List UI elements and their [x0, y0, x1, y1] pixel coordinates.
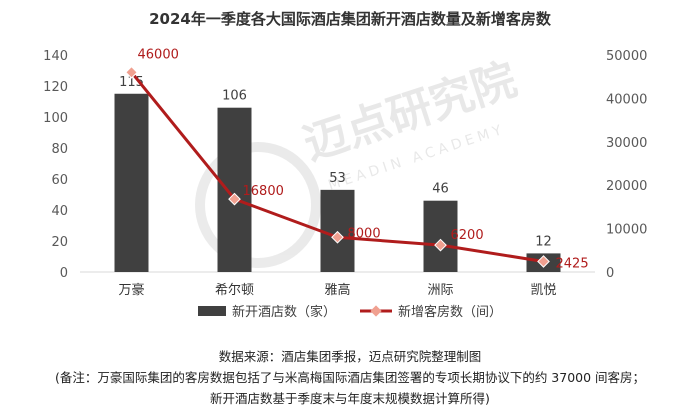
right-tick-label: 30000: [606, 136, 647, 151]
category-label: 洲际: [427, 283, 453, 298]
bar-value-label: 106: [222, 89, 247, 104]
legend-line-label: 新增客房数（间）: [398, 304, 502, 320]
watermark-logo: [195, 142, 321, 268]
right-tick-label: 20000: [606, 179, 647, 194]
left-tick-label: 60: [51, 173, 68, 188]
left-tick-label: 120: [43, 80, 68, 95]
left-tick-label: 100: [43, 111, 68, 126]
right-tick-label: 40000: [606, 92, 647, 107]
line-value-label: 8000: [348, 226, 381, 241]
right-tick-label: 50000: [606, 49, 647, 64]
remark-line-2: 新开酒店数基于季度末与年度末规模数据计算所得): [210, 391, 490, 406]
legend: 新开酒店数（家） 新增客房数（间）: [198, 304, 502, 320]
line-value-label: 46000: [138, 47, 179, 62]
line-value-label: 16800: [243, 184, 284, 199]
category-label: 雅高: [324, 282, 350, 298]
left-tick-label: 0: [60, 266, 68, 281]
left-axis: 0 20 40 60 80 100 120 140: [43, 49, 68, 281]
left-tick-label: 20: [51, 235, 68, 250]
category-label: 希尔顿: [215, 283, 254, 298]
category-label: 凯悦: [530, 283, 556, 298]
legend-bar-swatch: [198, 306, 226, 316]
line-point: [228, 192, 241, 206]
category-label: 万豪: [118, 282, 144, 298]
line-point: [434, 238, 447, 252]
bar: [423, 200, 458, 272]
bar: [114, 93, 149, 272]
line-point: [331, 230, 344, 244]
left-tick-label: 140: [43, 49, 68, 64]
bar: [217, 107, 252, 272]
chart-title: 2024年一季度各大国际酒店集团新开酒店数量及新增客房数: [149, 10, 552, 28]
left-tick-label: 80: [51, 142, 68, 157]
remark-line-1: (备注：万豪国际集团的客房数据包括了与米高梅国际酒店集团签署的专项长期协议下的约…: [54, 370, 646, 385]
line-point: [125, 65, 138, 79]
line-point: [537, 255, 550, 268]
legend-bar-label: 新开酒店数（家）: [232, 304, 336, 320]
category-axis: 万豪 希尔顿 雅高 洲际 凯悦: [118, 282, 556, 298]
chart: 2024年一季度各大国际酒店集团新开酒店数量及新增客房数 迈点研究院 MEADI…: [43, 10, 647, 320]
line-value-label: 6200: [451, 228, 484, 243]
source-note: 数据来源：酒店集团季报，迈点研究院整理制图: [218, 349, 482, 364]
line-value-label: 2425: [556, 256, 589, 271]
legend-line-marker: [370, 305, 382, 317]
line-series: 46000 16800 8000 6200 2425: [125, 47, 589, 271]
right-axis: 0 10000 20000 30000 40000 50000: [606, 49, 647, 281]
bar-value-label: 12: [535, 234, 552, 249]
right-tick-label: 0: [606, 266, 614, 281]
right-tick-label: 10000: [606, 223, 647, 238]
bar-value-label: 53: [329, 171, 346, 186]
left-tick-label: 40: [51, 204, 68, 219]
bar-value-label: 46: [432, 182, 449, 197]
